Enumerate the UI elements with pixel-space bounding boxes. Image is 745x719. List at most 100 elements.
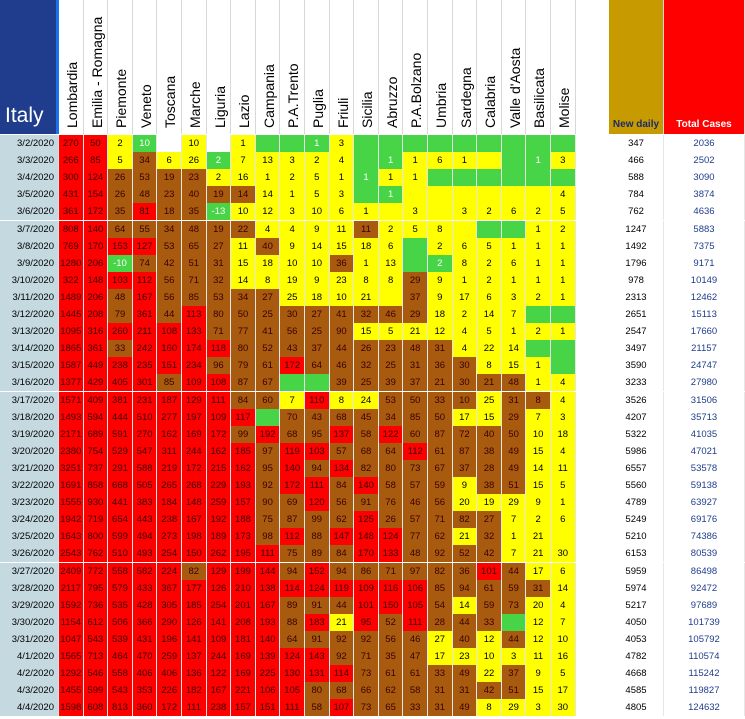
region-cell[interactable]: 244 — [182, 442, 207, 460]
total-cases-cell[interactable]: 63927 — [664, 494, 745, 512]
region-cell[interactable]: 130 — [280, 665, 305, 683]
region-cell[interactable]: 6 — [501, 203, 527, 221]
region-cell[interactable]: 141 — [182, 630, 207, 648]
region-cell[interactable]: 154 — [83, 186, 109, 204]
region-header-6[interactable]: Marche — [182, 0, 207, 134]
region-cell[interactable]: 266 — [59, 152, 84, 170]
region-cell[interactable]: 1 — [526, 220, 551, 238]
region-cell[interactable]: 23 — [157, 186, 182, 204]
region-cell[interactable]: 53 — [157, 237, 182, 255]
region-cell[interactable]: 75 — [280, 545, 305, 563]
region-cell[interactable]: 26 — [378, 511, 404, 529]
region-cell[interactable]: 238 — [206, 699, 232, 717]
date-cell[interactable]: 3/4/2020 — [0, 169, 59, 187]
region-cell[interactable]: 42 — [477, 545, 502, 563]
region-cell[interactable]: 1489 — [59, 288, 84, 306]
region-cell[interactable]: 192 — [206, 511, 232, 529]
region-cell[interactable]: 4 — [280, 220, 305, 238]
region-header-1[interactable]: Lombardia — [59, 0, 84, 134]
region-cell[interactable]: 10 — [280, 254, 305, 272]
region-cell[interactable]: 157 — [231, 699, 256, 717]
total-cases-cell[interactable]: 2502 — [664, 152, 745, 170]
new-daily-cell[interactable]: 1796 — [609, 254, 664, 272]
region-cell[interactable]: 1555 — [59, 494, 84, 512]
region-cell[interactable]: 37 — [403, 288, 428, 306]
region-cell[interactable]: 24 — [354, 391, 379, 409]
region-cell[interactable]: 94 — [280, 562, 305, 580]
region-cell[interactable]: 13 — [255, 152, 281, 170]
total-cases-cell[interactable]: 124632 — [664, 699, 745, 717]
region-cell[interactable]: 44 — [501, 630, 527, 648]
region-cell[interactable]: 68 — [280, 425, 305, 443]
region-cell[interactable]: 1592 — [59, 596, 84, 614]
region-cell[interactable]: 11 — [231, 237, 256, 255]
region-cell[interactable]: 47 — [403, 648, 428, 665]
region-cell[interactable]: 26 — [108, 186, 133, 204]
date-cell[interactable]: 4/2/2020 — [0, 665, 59, 683]
region-cell[interactable]: 94 — [452, 579, 478, 597]
region-cell[interactable]: 22 — [477, 665, 502, 683]
region-cell[interactable]: 31 — [428, 699, 453, 717]
region-cell[interactable]: 25 — [354, 374, 379, 392]
date-cell[interactable]: 3/14/2020 — [0, 340, 59, 358]
region-cell[interactable]: 11 — [551, 459, 576, 477]
region-cell[interactable]: 92 — [329, 648, 355, 665]
region-header-8[interactable]: Lazio — [231, 0, 256, 134]
region-cell[interactable]: 1 — [403, 169, 428, 187]
region-cell[interactable]: 48 — [403, 545, 428, 563]
region-cell[interactable]: 1455 — [59, 682, 84, 700]
region-cell[interactable]: 3 — [501, 288, 527, 306]
region-cell[interactable]: 137 — [329, 425, 355, 443]
region-cell[interactable]: 73 — [354, 699, 379, 717]
region-cell[interactable]: 111 — [280, 699, 305, 717]
region-cell[interactable]: 449 — [83, 357, 109, 375]
region-cell[interactable]: 92 — [255, 477, 281, 494]
region-cell[interactable]: 3 — [280, 152, 305, 170]
region-cell[interactable]: 169 — [231, 648, 256, 665]
region-cell[interactable]: 172 — [206, 425, 232, 443]
region-cell[interactable]: 49 — [501, 442, 527, 460]
region-cell[interactable]: 4 — [329, 152, 355, 170]
region-cell[interactable]: 99 — [231, 425, 256, 443]
region-cell[interactable]: 45 — [354, 408, 379, 426]
region-cell[interactable]: 10 — [305, 254, 330, 272]
region-cell[interactable]: 40 — [182, 186, 207, 204]
region-cell[interactable]: 29 — [403, 306, 428, 323]
region-cell[interactable]: 3 — [329, 186, 355, 204]
region-header-7[interactable]: Liguria — [206, 0, 232, 134]
region-cell[interactable]: 431 — [132, 630, 158, 648]
region-cell[interactable]: 305 — [157, 596, 182, 614]
region-cell[interactable]: 17 — [452, 408, 478, 426]
region-cell[interactable] — [354, 135, 379, 152]
region-header-4[interactable]: Veneto — [132, 0, 158, 134]
region-cell[interactable]: 108 — [206, 374, 232, 392]
region-cell[interactable]: 53 — [132, 169, 158, 187]
region-cell[interactable]: 52 — [452, 545, 478, 563]
region-cell[interactable]: 106 — [255, 682, 281, 700]
region-header-17[interactable]: Sardegna — [452, 0, 478, 134]
region-cell[interactable]: 260 — [108, 323, 133, 341]
region-cell[interactable]: 311 — [157, 442, 182, 460]
region-cell[interactable]: 3 — [280, 203, 305, 221]
region-cell[interactable]: 10 — [526, 425, 551, 443]
region-cell[interactable]: 85 — [182, 288, 207, 306]
region-cell[interactable] — [551, 306, 576, 323]
region-cell[interactable]: 50 — [231, 306, 256, 323]
region-cell[interactable]: 15 — [329, 237, 355, 255]
region-cell[interactable]: 90 — [255, 494, 281, 512]
region-cell[interactable]: 33 — [108, 340, 133, 358]
region-cell[interactable]: 1 — [403, 152, 428, 170]
region-cell[interactable]: 4 — [551, 442, 576, 460]
region-cell[interactable] — [551, 135, 576, 152]
region-cell[interactable]: 99 — [305, 511, 330, 529]
region-cell[interactable]: 2543 — [59, 545, 84, 563]
region-cell[interactable]: 1095 — [59, 323, 84, 341]
region-cell[interactable]: 48 — [182, 220, 207, 238]
region-cell[interactable]: 192 — [255, 425, 281, 443]
region-cell[interactable]: 111 — [403, 613, 428, 631]
region-cell[interactable]: 9 — [452, 477, 478, 494]
region-cell[interactable] — [477, 220, 502, 238]
region-cell[interactable] — [280, 374, 305, 392]
region-cell[interactable]: 80 — [378, 459, 404, 477]
date-cell[interactable]: 3/17/2020 — [0, 391, 59, 409]
